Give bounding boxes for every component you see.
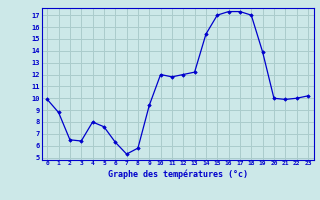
X-axis label: Graphe des températures (°c): Graphe des températures (°c) bbox=[108, 169, 248, 179]
